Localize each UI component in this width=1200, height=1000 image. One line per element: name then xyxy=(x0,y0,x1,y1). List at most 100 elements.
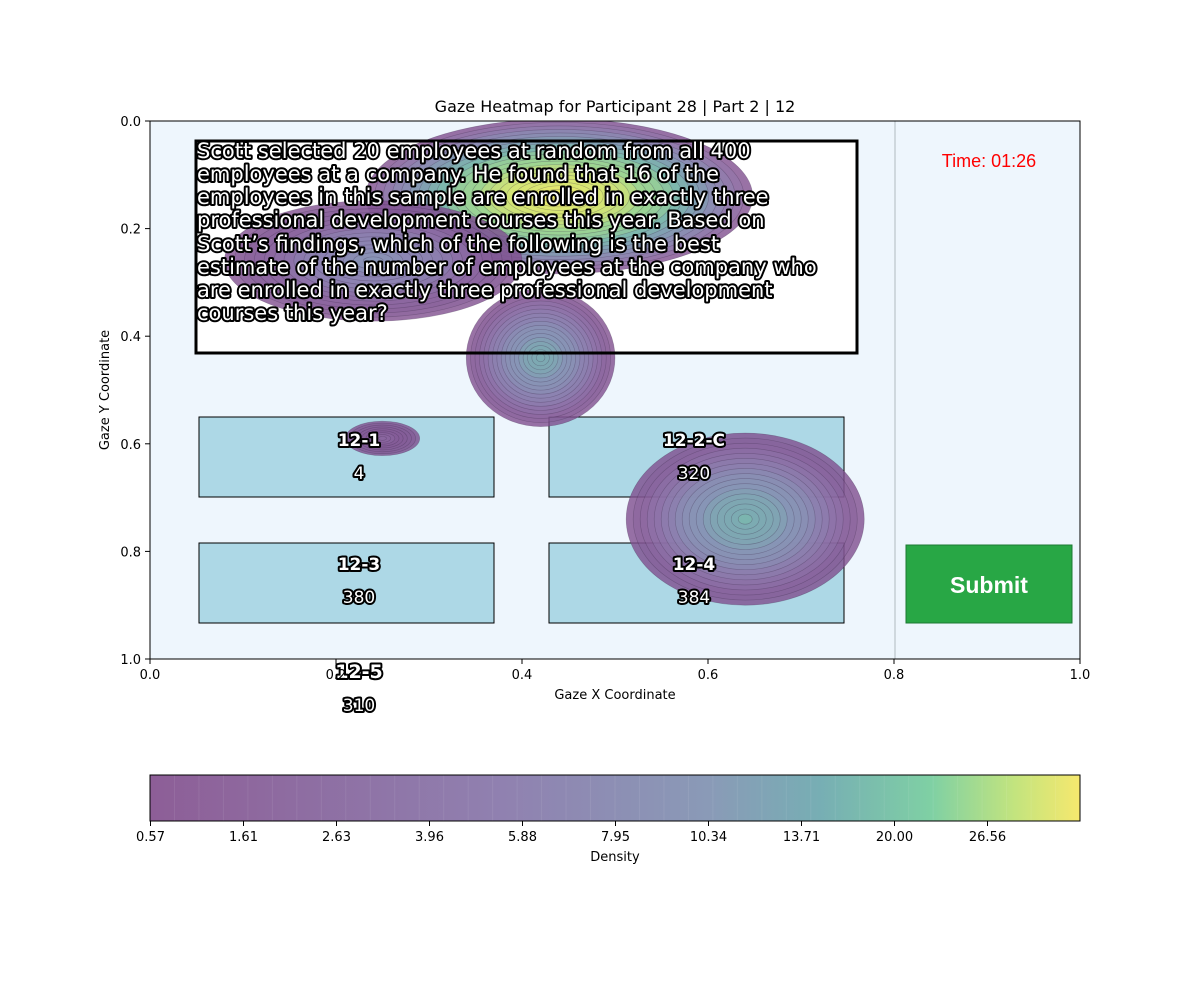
plot-frame xyxy=(149,120,1081,660)
x-tick-label: 0.0 xyxy=(140,668,161,683)
y-tick-label: 0.8 xyxy=(120,545,141,560)
option-id-label: 12-3 xyxy=(338,555,381,575)
submit-button-background[interactable] xyxy=(905,544,1073,624)
colorbar-tick-label: 2.63 xyxy=(322,830,351,845)
density-contour xyxy=(361,428,404,449)
colorbar-label: Density xyxy=(590,850,640,865)
question-line: Scott selected 20 employees at random fr… xyxy=(197,139,751,163)
density-contour xyxy=(365,430,400,447)
colorbar-tick-label: 1.61 xyxy=(229,830,258,845)
density-contour xyxy=(688,478,802,560)
x-tick-label: 0.2 xyxy=(326,668,347,683)
density-contour xyxy=(500,320,581,395)
density-contour xyxy=(488,167,630,225)
question-line: courses this year? xyxy=(197,301,388,325)
density-contour xyxy=(444,150,674,243)
density-contour xyxy=(730,508,760,530)
density-contour xyxy=(723,503,767,535)
density-contour xyxy=(479,300,603,415)
density-contour xyxy=(632,437,858,601)
question-line: Scott’s findings, which of the following… xyxy=(197,232,719,256)
question-line: employees in this sample are enrolled in… xyxy=(197,185,769,209)
density-contour xyxy=(263,216,483,306)
density-contour xyxy=(681,473,809,565)
y-axis-label: Gaze Y Coordinate xyxy=(98,330,113,450)
density-contour xyxy=(674,468,816,571)
density-contour xyxy=(323,240,424,282)
x-tick-label: 0.6 xyxy=(698,668,719,683)
density-contour xyxy=(378,436,387,441)
density-contour xyxy=(506,174,613,218)
density-cluster xyxy=(625,432,865,606)
density-contour xyxy=(353,252,394,270)
option-box-12-1[interactable] xyxy=(198,416,495,498)
colorbar-tick-label: 3.96 xyxy=(415,830,444,845)
x-axis-label: Gaze X Coordinate xyxy=(554,688,675,703)
density-contour xyxy=(474,296,607,419)
colorbar-bands xyxy=(173,775,1057,821)
question-line: estimate of the number of employees at t… xyxy=(197,255,817,279)
y-tick-label: 1.0 xyxy=(120,653,141,668)
option-value-label: 4 xyxy=(354,464,365,484)
question-line: employees at a company. He found that 16… xyxy=(197,162,719,186)
y-tick-label: 0.6 xyxy=(120,438,141,453)
density-contour xyxy=(497,171,622,222)
y-axis: 0.0 0.2 0.4 0.6 0.8 1.0 xyxy=(120,115,150,668)
colorbar-tick-label: 10.34 xyxy=(690,830,727,845)
option-value-label: 380 xyxy=(343,588,375,608)
density-contour xyxy=(535,353,546,363)
density-contour xyxy=(465,288,616,427)
option-value-label: 310 xyxy=(343,696,375,716)
option-value-label: 320 xyxy=(678,464,710,484)
density-contour xyxy=(716,498,774,540)
colorbar-tick-label: 13.71 xyxy=(783,830,820,845)
y-tick-label: 0.4 xyxy=(120,330,141,345)
colorbar-tick-label: 7.95 xyxy=(601,830,630,845)
submit-button[interactable]: Submit xyxy=(905,544,1073,624)
density-contour xyxy=(653,452,837,586)
density-contour xyxy=(737,513,753,525)
density-contour xyxy=(462,157,657,236)
density-contour xyxy=(514,178,604,215)
density-contour xyxy=(667,463,823,576)
density-cluster xyxy=(344,420,420,456)
density-contour xyxy=(509,329,572,387)
density-contour xyxy=(646,447,844,591)
density-contour xyxy=(496,316,585,399)
option-box-12-3[interactable] xyxy=(198,542,495,624)
density-contour xyxy=(253,212,493,310)
density-cluster xyxy=(224,200,523,322)
density-contour xyxy=(313,236,434,286)
density-contour xyxy=(373,434,392,443)
density-contour xyxy=(427,143,692,250)
density-contour xyxy=(625,432,865,606)
density-cluster xyxy=(465,288,616,427)
density-contour xyxy=(492,312,590,403)
density-contour xyxy=(353,424,412,453)
density-contour xyxy=(505,325,576,391)
density-contour xyxy=(514,333,568,383)
x-axis: 0.0 0.2 0.4 0.6 0.8 1.0 xyxy=(140,659,1091,683)
density-contour xyxy=(550,192,569,201)
density-contour xyxy=(349,422,416,455)
option-id-label: 12-1 xyxy=(338,431,381,451)
density-contour xyxy=(660,458,830,581)
x-tick-label: 1.0 xyxy=(1070,668,1091,683)
density-contour xyxy=(702,488,788,550)
density-contour xyxy=(522,341,559,375)
density-contour xyxy=(344,420,420,456)
question-line: professional development courses this ye… xyxy=(197,208,765,232)
density-contour xyxy=(541,188,578,204)
colorbar-ticks: 0.57 1.61 2.63 3.96 5.88 7.95 10.34 13.71 20.00 2… xyxy=(136,821,1006,845)
option-value-label: 384 xyxy=(678,588,710,608)
density-contour xyxy=(224,200,523,322)
density-contour xyxy=(532,185,586,208)
density-contour xyxy=(483,304,598,411)
density-contour xyxy=(695,483,795,555)
density-contour xyxy=(523,181,595,211)
submit-button-label[interactable]: Submit xyxy=(950,572,1028,598)
colorbar xyxy=(150,775,1080,821)
colorbar-tick-label: 26.56 xyxy=(969,830,1006,845)
density-contour xyxy=(518,337,563,379)
